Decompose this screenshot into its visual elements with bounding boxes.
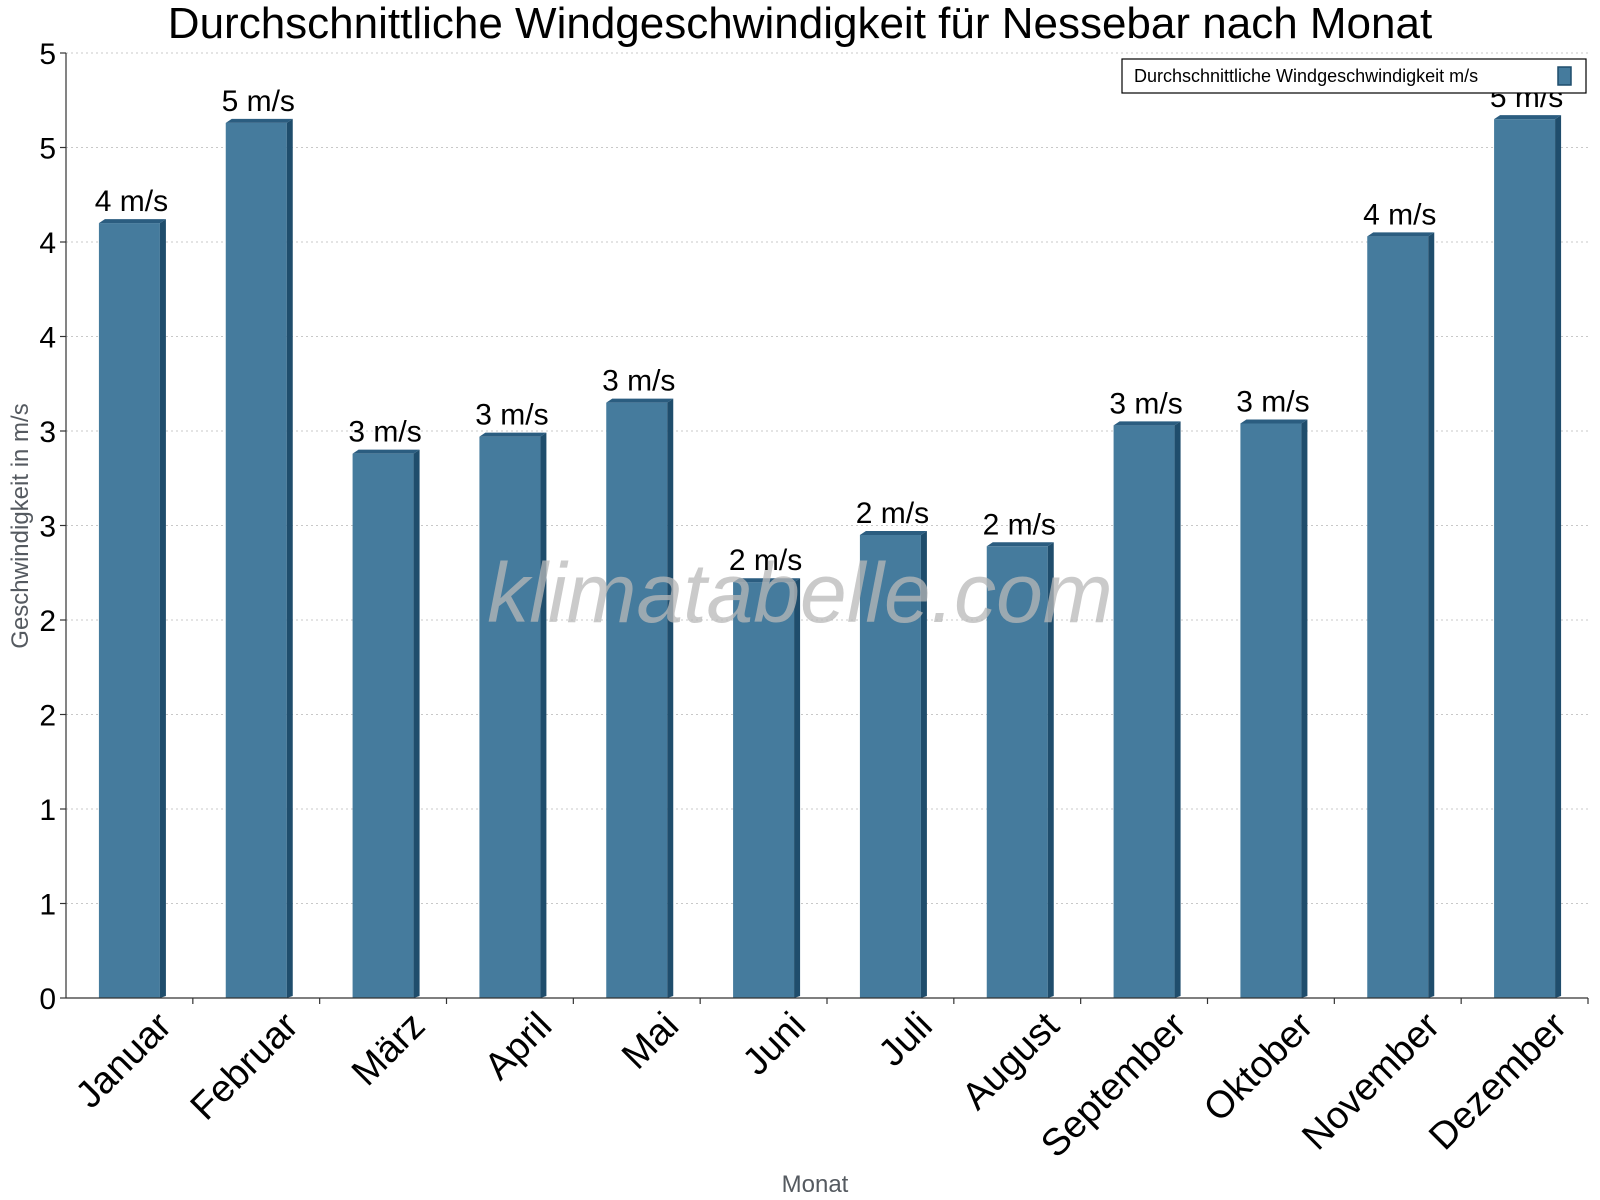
y-tick-label: 5 [39,133,56,166]
bar-side [794,578,801,998]
x-tick-label: April [477,1005,560,1088]
bar-top [479,432,547,437]
bar-juni [733,578,801,998]
x-tick-label: Juli [871,1005,941,1075]
bar-face [1113,425,1175,999]
bar-september [1113,421,1181,999]
x-axis-label: Monat [782,1171,849,1198]
data-label: 3 m/s [348,416,421,449]
data-label: 4 m/s [95,185,168,218]
bar-top [98,219,166,224]
bar-januar [98,219,166,999]
bar-face [606,402,668,998]
bar-side [286,118,293,999]
bar-top [1367,232,1435,237]
bar-top [225,118,293,123]
bar-side [920,530,927,998]
y-tick-label: 0 [39,983,56,1016]
bar-side [413,449,420,998]
data-label: 2 m/s [983,508,1056,541]
bar-top [1240,419,1308,424]
bar-face [98,223,160,999]
watermark: klimatabelle.com [487,546,1113,640]
bar-top [352,449,420,454]
y-axis-ticks: 0 1 1 2 2 3 3 4 4 5 5 [39,38,66,1016]
x-tick-label: Oktober [1196,1004,1322,1130]
bar-februar [225,118,293,999]
legend-box [1121,58,1587,94]
grid-lines [66,52,1588,904]
bar-mai [606,398,674,998]
legend-label: Durchschnittliche Windgeschwindigkeit m/… [1134,66,1478,86]
y-tick-label: 5 [39,38,56,71]
bar-side [1174,421,1181,999]
bar-side [1301,419,1308,998]
data-label: 4 m/s [1363,198,1436,231]
y-tick-label: 3 [39,511,56,544]
y-tick-label: 3 [39,416,56,449]
x-tick-label: Dezember [1421,1004,1575,1158]
bar-face [859,534,921,998]
y-tick-label: 1 [39,794,56,827]
bar-top [1494,115,1562,120]
y-tick-label: 2 [39,605,56,638]
bar-side [667,398,674,998]
bar-top [986,542,1054,547]
bar-august [986,542,1054,998]
bars [98,115,1562,999]
bar-april [479,432,547,998]
bar-oktober [1240,419,1308,998]
bar-face [733,582,795,998]
bar-side [159,219,166,999]
data-label: 2 m/s [856,497,929,530]
y-tick-label: 4 [39,227,56,260]
legend: Durchschnittliche Windgeschwindigkeit m/… [1121,58,1587,94]
data-label: 3 m/s [1109,387,1182,420]
bar-face [1240,423,1302,998]
bar-face [225,122,287,999]
data-label: 5 m/s [222,85,295,118]
y-tick-label: 2 [39,700,56,733]
x-tick-label: Juni [735,1005,814,1084]
y-tick-label: 4 [39,322,56,355]
data-labels: 4 m/s 5 m/s 3 m/s 3 m/s 3 m/s 2 m/s 2 m/s 2 m/s… [95,81,1564,577]
x-tick-label: August [954,1004,1068,1118]
y-axis-label: Geschwindigkeit in m/s [7,403,34,648]
x-axis-ticks: Januar Februar März April Mai Juni Juli AugustS… [68,998,1589,1166]
data-label: 3 m/s [475,399,548,432]
bar-top [1113,421,1181,426]
data-label: 3 m/s [602,365,675,398]
bar-märz [352,449,420,998]
data-label: 2 m/s [729,544,802,577]
bar-dezember [1494,115,1562,998]
bar-side [1047,542,1054,998]
bar-face [1494,119,1556,998]
bar-november [1367,232,1435,998]
bar-face [986,546,1048,998]
x-tick-label: Januar [68,1004,180,1116]
bar-top [859,530,927,535]
x-tick-label: März [344,1005,433,1094]
bar-side [540,432,547,998]
bar-side [1428,232,1435,998]
data-label: 3 m/s [1236,385,1309,418]
bar-face [479,436,541,998]
bar-top [606,398,674,403]
bar-face [1367,236,1429,998]
bar-side [1555,115,1562,998]
x-tick-label: Februar [183,1004,307,1128]
x-tick-label: Mai [614,1005,687,1078]
chart-title: Durchschnittliche Windgeschwindigkeit fü… [168,0,1432,48]
legend-swatch [1557,66,1572,86]
bar-face [352,453,414,998]
y-tick-label: 1 [39,889,56,922]
bar-top [733,578,801,583]
bar-juli [859,530,927,998]
x-tick-label: November [1294,1004,1448,1158]
